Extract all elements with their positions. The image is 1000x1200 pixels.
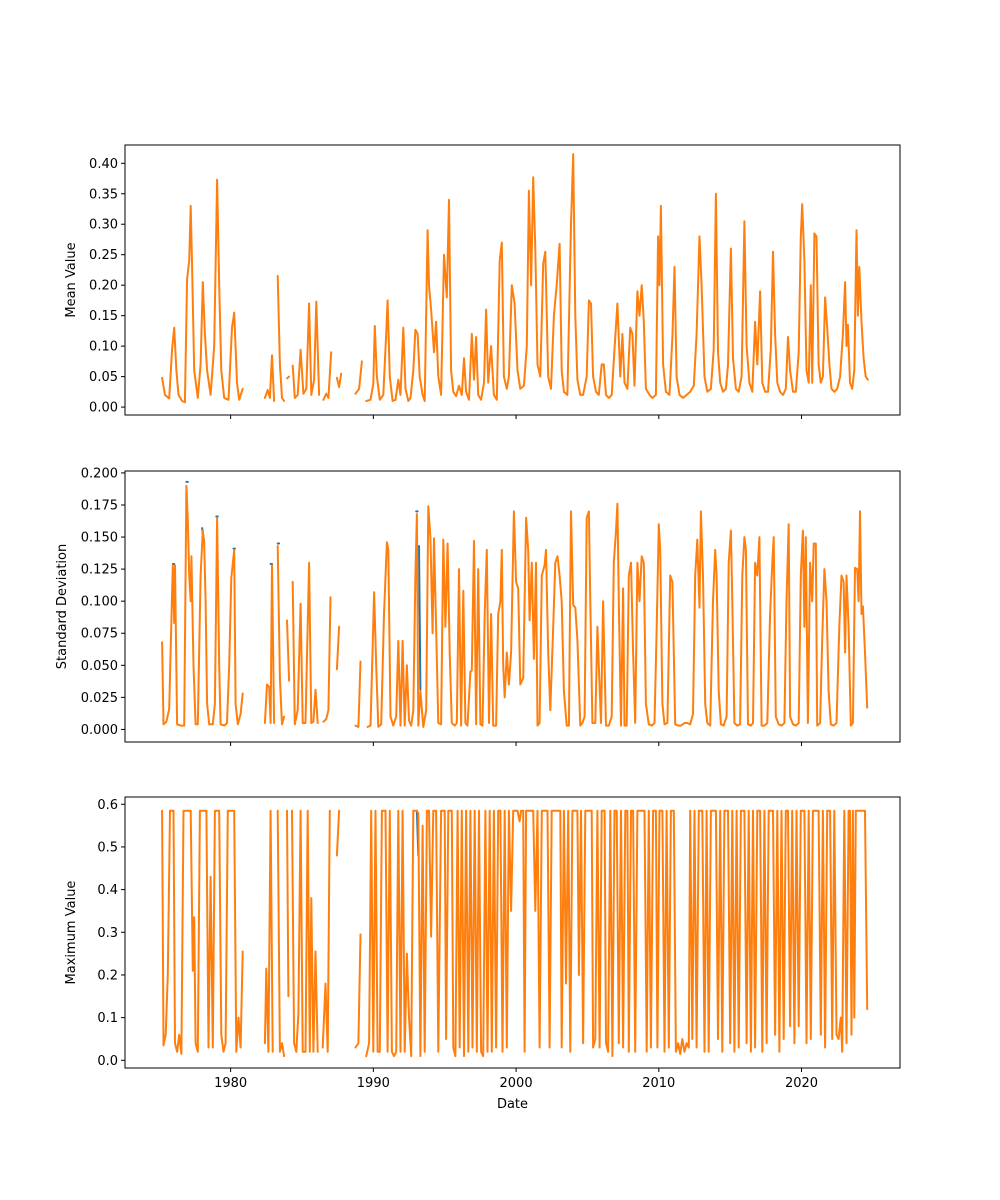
series-line bbox=[161, 178, 244, 404]
series-line bbox=[335, 809, 341, 857]
series-line bbox=[286, 375, 291, 380]
y-tick-label: 0.6 bbox=[97, 798, 118, 813]
y-tick-label: 0.000 bbox=[81, 723, 118, 738]
series-line bbox=[418, 545, 422, 691]
series-line bbox=[321, 809, 331, 1053]
series-line bbox=[276, 275, 286, 402]
x-tick-label: 2020 bbox=[785, 1076, 818, 1091]
series-line bbox=[286, 809, 290, 998]
y-tick-label: 0.30 bbox=[89, 218, 118, 233]
series-line bbox=[365, 153, 869, 402]
y-tick-label: 0.050 bbox=[81, 659, 118, 674]
y-tick-label: 0.125 bbox=[81, 563, 118, 578]
y-tick-label: 0.100 bbox=[81, 595, 118, 610]
y-axis-label: Mean Value bbox=[64, 242, 79, 317]
series-line bbox=[366, 502, 869, 728]
y-tick-label: 0.200 bbox=[81, 466, 118, 481]
y-tick-label: 0.5 bbox=[97, 840, 118, 855]
y-tick-label: 0.175 bbox=[81, 498, 118, 513]
y-tick-label: 0.1 bbox=[97, 1011, 118, 1026]
y-axis-label: Maximum Value bbox=[64, 881, 79, 985]
y-tick-label: 0.4 bbox=[97, 883, 118, 898]
series-line bbox=[354, 360, 363, 395]
series-line bbox=[322, 596, 332, 723]
x-tick-label: 2000 bbox=[500, 1076, 533, 1091]
y-tick-label: 0.2 bbox=[97, 968, 118, 983]
y-tick-label: 0.075 bbox=[81, 627, 118, 642]
y-tick-label: 0.10 bbox=[89, 340, 118, 355]
y-tick-label: 0.3 bbox=[97, 926, 118, 941]
x-tick-label: 1990 bbox=[357, 1076, 390, 1091]
y-tick-label: 0.20 bbox=[89, 279, 118, 294]
y-tick-label: 0.25 bbox=[89, 248, 118, 263]
panel-3-plot-area bbox=[161, 809, 869, 1058]
series-line bbox=[322, 351, 333, 401]
series-line bbox=[263, 809, 274, 1053]
series-line bbox=[276, 809, 286, 1058]
series-line bbox=[354, 933, 362, 1049]
y-tick-label: 0.40 bbox=[89, 157, 118, 172]
panels: 0.00 0.05 0.10 0.15 0.20 0.25 0.30 0.35 0.40 Mean… bbox=[55, 144, 901, 1091]
series-line bbox=[291, 561, 319, 726]
series-line bbox=[263, 564, 276, 724]
series-line bbox=[286, 619, 291, 682]
panel-3: 0.0 0.1 0.2 0.3 0.4 0.5 0.6 1980 1990 2000 2010 202… bbox=[64, 796, 901, 1091]
x-axis-label: Date bbox=[497, 1097, 528, 1112]
panel-2: 0.000 0.025 0.050 0.075 0.100 0.125 0.150 0.175… bbox=[55, 466, 901, 746]
panel-2-frame bbox=[124, 470, 901, 743]
series-line bbox=[161, 809, 244, 1055]
x-tick-label: 1980 bbox=[214, 1076, 247, 1091]
y-axis-label: Standard Deviation bbox=[55, 544, 70, 669]
series-line bbox=[365, 809, 869, 1058]
series-line bbox=[291, 300, 321, 399]
series-line bbox=[354, 660, 362, 728]
y-tick-label: 0.0 bbox=[97, 1054, 118, 1069]
panel-2-plot-area bbox=[161, 480, 869, 728]
series-line bbox=[291, 809, 319, 1053]
series-line bbox=[335, 625, 341, 671]
y-tick-label: 0.025 bbox=[81, 691, 118, 706]
series-line bbox=[335, 372, 343, 388]
y-tick-label: 0.150 bbox=[81, 531, 118, 546]
panel-1-plot-area bbox=[161, 153, 869, 404]
y-tick-label: 0.35 bbox=[89, 187, 118, 202]
y-tick-label: 0.00 bbox=[89, 401, 118, 416]
panel-1-frame bbox=[124, 144, 901, 416]
panel-1: 0.00 0.05 0.10 0.15 0.20 0.25 0.30 0.35 0.40 Mean… bbox=[64, 144, 901, 419]
series-line bbox=[263, 354, 276, 402]
y-tick-label: 0.05 bbox=[89, 370, 118, 385]
series-line bbox=[276, 545, 286, 726]
y-tick-label: 0.15 bbox=[89, 309, 118, 324]
x-tick-label: 2010 bbox=[642, 1076, 675, 1091]
series-line bbox=[161, 484, 244, 727]
